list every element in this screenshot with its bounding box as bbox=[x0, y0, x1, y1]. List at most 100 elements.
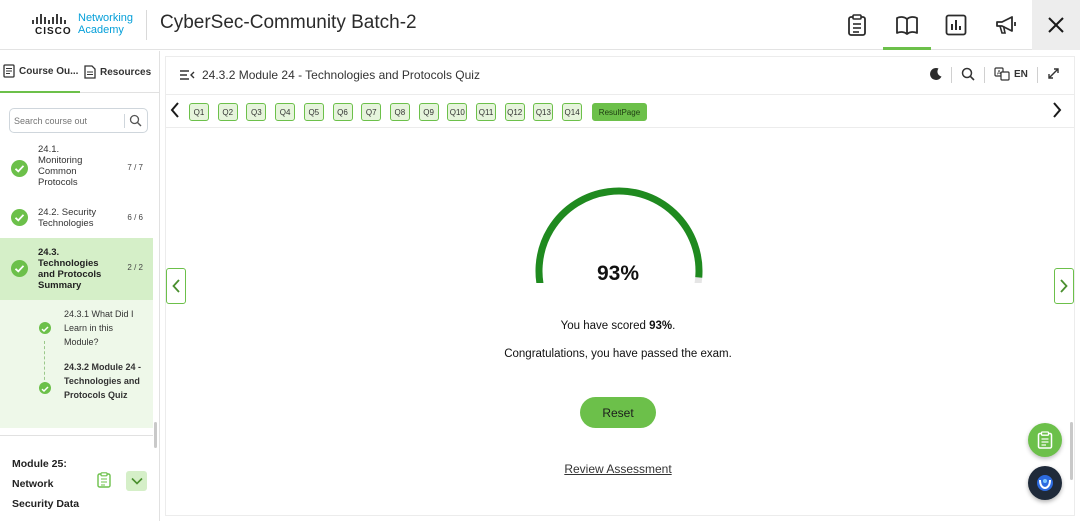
sidebar-scrollbar[interactable] bbox=[154, 422, 157, 448]
topic-label: 24.3. Technologies and Protocols Summary bbox=[38, 247, 102, 291]
chevron-right-icon bbox=[1060, 279, 1068, 293]
question-button-q5[interactable]: Q5 bbox=[303, 103, 324, 121]
question-button-q3[interactable]: Q3 bbox=[246, 103, 267, 121]
expand-module-button[interactable] bbox=[126, 471, 147, 491]
sidebar-subitem-24-3-1[interactable]: 24.3.1 What Did I Learn in this Module? bbox=[0, 307, 153, 351]
topic-label: 24.2. Security Technologies bbox=[38, 207, 97, 229]
subtopic-label: 24.3.1 What Did I Learn in this Module? bbox=[64, 309, 134, 347]
close-button[interactable] bbox=[1032, 0, 1080, 50]
page-title: 24.3.2 Module 24 - Technologies and Prot… bbox=[202, 68, 480, 82]
question-button-q9[interactable]: Q9 bbox=[418, 103, 439, 121]
question-button-q11[interactable]: Q11 bbox=[476, 103, 496, 121]
cisco-logo[interactable]: CISCO Networking Academy bbox=[32, 12, 142, 38]
question-button-q2[interactable]: Q2 bbox=[217, 103, 238, 121]
announcements-button[interactable] bbox=[982, 0, 1030, 50]
search-divider bbox=[124, 114, 125, 128]
sidebar-item-24-3[interactable]: 24.3. Technologies and Protocols Summary… bbox=[0, 238, 153, 300]
chart-icon bbox=[945, 14, 967, 36]
score-gauge bbox=[535, 187, 703, 283]
clipboard-icon[interactable] bbox=[97, 472, 111, 488]
score-percentage: 93% bbox=[596, 262, 640, 285]
translate-icon[interactable]: A bbox=[994, 67, 1010, 81]
dark-mode-icon[interactable] bbox=[929, 67, 943, 81]
content-header: 24.3.2 Module 24 - Technologies and Prot… bbox=[166, 57, 1074, 95]
language-selector[interactable]: EN bbox=[1014, 69, 1028, 80]
course-title: CyberSec-Community Batch-2 bbox=[160, 12, 417, 33]
toolbar-divider bbox=[1037, 67, 1038, 83]
complete-check-icon bbox=[39, 382, 51, 394]
assistant-icon bbox=[1037, 475, 1053, 491]
academy-wordmark: Networking Academy bbox=[78, 12, 133, 36]
question-button-q13[interactable]: Q13 bbox=[533, 103, 554, 121]
search-icon[interactable] bbox=[961, 67, 975, 81]
question-button-q6[interactable]: Q6 bbox=[332, 103, 353, 121]
header-divider bbox=[146, 10, 147, 40]
complete-check-icon bbox=[39, 322, 51, 334]
chevron-left-icon bbox=[172, 279, 180, 293]
review-assessment-link[interactable]: Review Assessment bbox=[564, 462, 672, 476]
question-button-q8[interactable]: Q8 bbox=[389, 103, 410, 121]
subtopic-label: 24.3.2 Module 24 - Technologies and Prot… bbox=[64, 362, 142, 400]
toolbar-divider bbox=[984, 67, 985, 83]
cisco-bridge-icon bbox=[32, 12, 72, 24]
question-button-q12[interactable]: Q12 bbox=[504, 103, 525, 121]
top-bar: CISCO Networking Academy CyberSec-Commun… bbox=[0, 0, 1080, 50]
complete-check-icon bbox=[11, 160, 28, 177]
close-icon bbox=[1048, 17, 1064, 33]
score-message-value: 93% bbox=[649, 320, 673, 332]
assignments-button[interactable] bbox=[833, 0, 881, 50]
resources-icon bbox=[84, 65, 96, 79]
question-button-q14[interactable]: Q14 bbox=[562, 103, 583, 121]
result-page-button[interactable]: ResultPage bbox=[591, 103, 648, 121]
course-book-button[interactable] bbox=[883, 0, 931, 50]
topic-label: 24.1. Monitoring Common Protocols bbox=[38, 144, 83, 188]
tab-resources[interactable]: Resources bbox=[84, 51, 160, 93]
svg-text:A: A bbox=[997, 70, 1002, 77]
sidebar-item-24-2[interactable]: 24.2. Security Technologies 6 / 6 bbox=[0, 200, 153, 236]
fullscreen-icon[interactable] bbox=[1047, 67, 1060, 80]
chevron-right-icon[interactable] bbox=[1052, 101, 1062, 119]
next-page-button[interactable] bbox=[1054, 268, 1074, 304]
academy-line1: Networking bbox=[78, 12, 134, 24]
chevron-down-icon bbox=[130, 477, 143, 485]
topic-count: 6 / 6 bbox=[127, 213, 143, 222]
tab-resources-label: Resources bbox=[100, 66, 152, 78]
content-pane: 24.3.2 Module 24 - Technologies and Prot… bbox=[165, 56, 1075, 516]
grades-button[interactable] bbox=[932, 0, 980, 50]
assessments-fab[interactable] bbox=[1028, 423, 1062, 457]
complete-check-icon bbox=[11, 209, 28, 226]
search-input[interactable] bbox=[14, 113, 119, 128]
reset-button[interactable]: Reset bbox=[580, 397, 656, 428]
course-outline-icon bbox=[3, 64, 15, 78]
academy-line2: Academy bbox=[78, 24, 124, 36]
content-scrollbar[interactable] bbox=[1070, 422, 1073, 480]
question-navigator: Q1 Q2 Q3 Q4 Q5 Q6 Q7 Q8 Q9 Q10 Q11 Q12 Q13 Q14 ResultP… bbox=[166, 95, 1074, 128]
tab-course-outline[interactable]: Course Ou... bbox=[0, 51, 80, 93]
question-button-q4[interactable]: Q4 bbox=[275, 103, 296, 121]
assistant-fab[interactable] bbox=[1028, 466, 1062, 500]
toolbar-divider bbox=[951, 67, 952, 83]
sidebar-tabs: Course Ou... Resources bbox=[0, 51, 160, 93]
previous-page-button[interactable] bbox=[166, 268, 186, 304]
topic-count: 2 / 2 bbox=[127, 263, 143, 272]
megaphone-icon bbox=[996, 16, 1016, 34]
cisco-wordmark: CISCO bbox=[35, 26, 72, 37]
question-button-q10[interactable]: Q10 bbox=[447, 103, 468, 121]
course-sidebar: Course Ou... Resources 24.1. Monitoring … bbox=[0, 51, 160, 521]
next-module-label: Module 25: Network Security Data bbox=[12, 458, 80, 510]
tab-course-outline-label: Course Ou... bbox=[19, 65, 79, 77]
sidebar-item-24-1[interactable]: 24.1. Monitoring Common Protocols 7 / 7 bbox=[0, 144, 153, 194]
chevron-left-icon[interactable] bbox=[170, 101, 180, 119]
search-icon[interactable] bbox=[129, 114, 142, 127]
clipboard-icon bbox=[848, 14, 866, 36]
sidebar-subitem-24-3-2[interactable]: 24.3.2 Module 24 - Technologies and Prot… bbox=[0, 360, 153, 418]
next-module-row[interactable]: Module 25: Network Security Data bbox=[0, 435, 153, 521]
collapse-menu-icon[interactable] bbox=[179, 68, 195, 82]
pass-message: Congratulations, you have passed the exa… bbox=[504, 348, 732, 360]
question-button-q7[interactable]: Q7 bbox=[361, 103, 382, 121]
clipboard-icon bbox=[1037, 431, 1053, 449]
book-icon bbox=[896, 16, 918, 35]
gauge-fill bbox=[535, 187, 703, 283]
question-button-q1[interactable]: Q1 bbox=[189, 103, 209, 121]
course-search bbox=[9, 108, 148, 133]
